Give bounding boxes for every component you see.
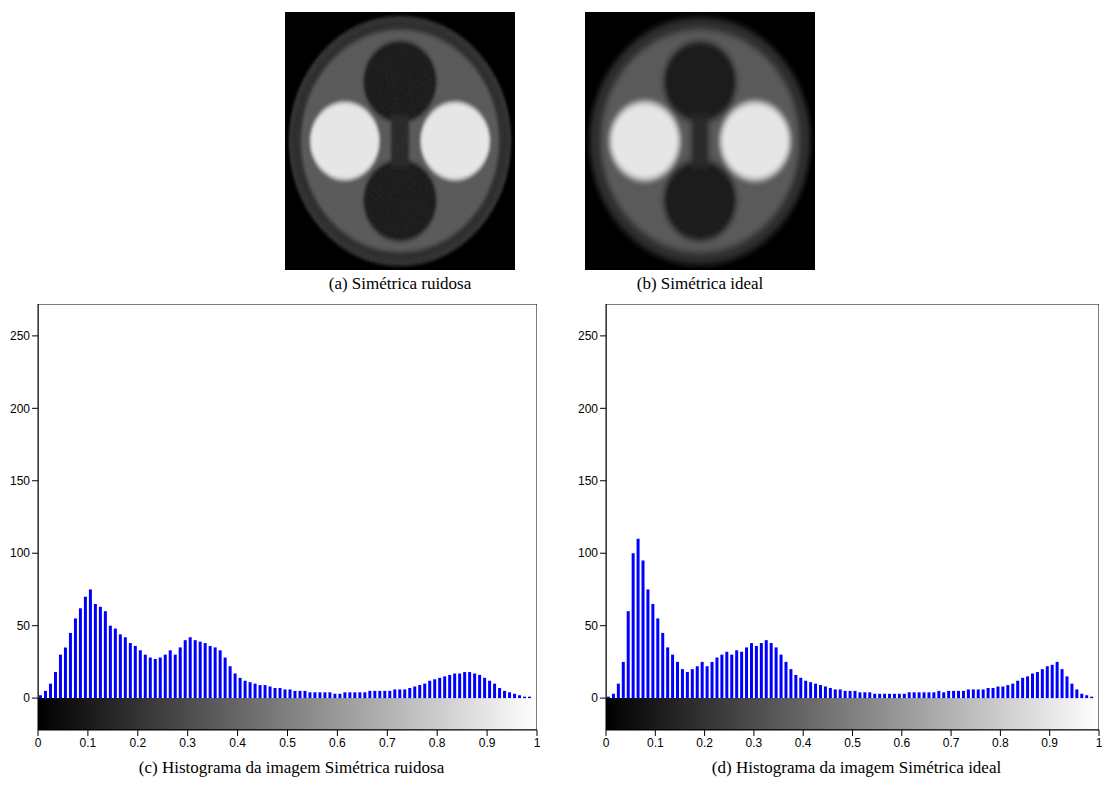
svg-text:0.3: 0.3 [179,736,196,750]
svg-text:0: 0 [23,691,30,705]
html-text:(b) Simétrica ideal: (b) Simétrica ideal [636,274,764,293]
svg-text:0.5: 0.5 [844,736,861,750]
svg-text:0.2: 0.2 [696,736,713,750]
svg-text:0: 0 [591,691,598,705]
svg-text:0.5: 0.5 [279,736,296,750]
html-text:(c) Histograma da imagem Simét: (c) Histograma da imagem Simétrica ruido… [138,758,445,777]
svg-text:0.4: 0.4 [229,736,246,750]
svg-text:250: 250 [578,329,598,343]
svg-text:250: 250 [10,329,30,343]
svg-text:0: 0 [603,736,610,750]
svg-text:0.3: 0.3 [746,736,763,750]
svg-text:0.9: 0.9 [479,736,496,750]
svg-text:0.6: 0.6 [329,736,346,750]
svg-text:0.7: 0.7 [943,736,960,750]
svg-text:50: 50 [17,619,31,633]
svg-text:0.6: 0.6 [893,736,910,750]
svg-text:0.7: 0.7 [379,736,396,750]
html-text:(a) Simétrica ruidosa: (a) Simétrica ruidosa [328,274,472,293]
svg-text:1: 1 [534,736,541,750]
svg-text:0.4: 0.4 [795,736,812,750]
html-text:(d) Histograma da imagem Simét: (d) Histograma da imagem Simétrica ideal [711,758,1002,777]
svg-text:1: 1 [1096,736,1103,750]
svg-text:0.2: 0.2 [129,736,146,750]
svg-text:100: 100 [578,546,598,560]
svg-text:200: 200 [10,402,30,416]
svg-text:200: 200 [578,402,598,416]
svg-text:0.9: 0.9 [1041,736,1058,750]
svg-text:100: 100 [10,546,30,560]
svg-text:0.1: 0.1 [647,736,664,750]
svg-text:50: 50 [585,619,599,633]
svg-text:150: 150 [578,474,598,488]
svg-text:0: 0 [35,736,42,750]
svg-text:150: 150 [10,474,30,488]
svg-text:0.8: 0.8 [429,736,446,750]
svg-text:0.1: 0.1 [80,736,97,750]
svg-text:0.8: 0.8 [992,736,1009,750]
